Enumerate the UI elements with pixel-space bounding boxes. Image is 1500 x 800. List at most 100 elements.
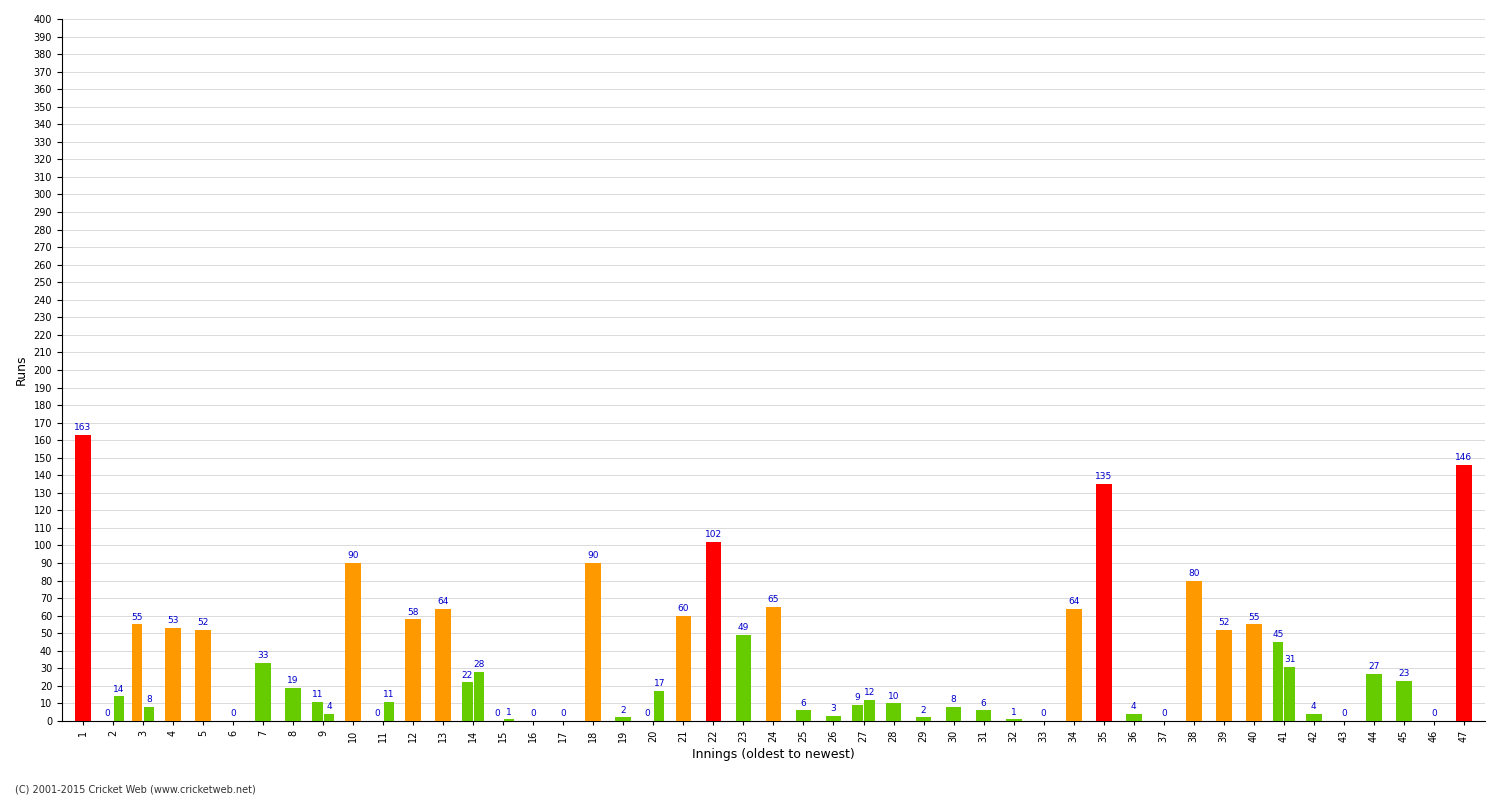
Text: 17: 17	[654, 679, 664, 689]
Text: 4: 4	[1131, 702, 1137, 711]
Bar	[735, 635, 752, 721]
Text: 60: 60	[678, 604, 688, 613]
Bar	[114, 696, 125, 721]
Bar	[1066, 609, 1082, 721]
Bar	[255, 663, 272, 721]
Text: 9: 9	[855, 694, 861, 702]
Text: 22: 22	[462, 670, 472, 680]
Bar	[165, 628, 182, 721]
Text: 31: 31	[1284, 655, 1296, 664]
Bar	[915, 718, 932, 721]
Text: 0: 0	[561, 710, 566, 718]
Text: 52: 52	[198, 618, 208, 627]
Bar	[345, 563, 362, 721]
Text: 23: 23	[1398, 669, 1410, 678]
Text: 33: 33	[258, 651, 268, 660]
Text: 163: 163	[75, 423, 92, 432]
Bar	[324, 714, 334, 721]
Bar	[615, 718, 632, 721]
Text: 90: 90	[588, 551, 598, 560]
Bar	[132, 625, 142, 721]
Bar	[852, 705, 862, 721]
Text: 45: 45	[1272, 630, 1284, 639]
Bar	[585, 563, 602, 721]
Bar	[504, 719, 515, 721]
Text: 14: 14	[112, 685, 125, 694]
Bar	[405, 619, 422, 721]
Text: 19: 19	[288, 676, 298, 685]
Text: 4: 4	[1311, 702, 1317, 711]
Bar	[765, 607, 782, 721]
Bar	[312, 702, 322, 721]
Text: 8: 8	[951, 695, 957, 704]
Bar	[1366, 674, 1382, 721]
Bar	[654, 691, 664, 721]
Text: 0: 0	[495, 710, 501, 718]
Text: 0: 0	[531, 710, 536, 718]
Text: 58: 58	[408, 607, 419, 617]
Bar	[675, 616, 692, 721]
Text: 55: 55	[1248, 613, 1260, 622]
Bar	[1456, 465, 1472, 721]
Text: 10: 10	[888, 692, 900, 701]
Text: 6: 6	[981, 698, 987, 708]
Text: 90: 90	[348, 551, 358, 560]
Bar	[1272, 642, 1282, 721]
Text: 4: 4	[326, 702, 332, 711]
Bar	[705, 542, 722, 721]
Bar	[462, 682, 472, 721]
Text: 6: 6	[801, 698, 807, 708]
Text: 52: 52	[1218, 618, 1230, 627]
Text: 49: 49	[738, 623, 748, 632]
Text: 12: 12	[864, 688, 874, 698]
Text: 55: 55	[132, 613, 142, 622]
Text: 1: 1	[1011, 707, 1017, 717]
Bar	[864, 700, 874, 721]
Bar	[1216, 630, 1231, 721]
Text: 2: 2	[621, 706, 626, 714]
Text: 135: 135	[1095, 472, 1113, 482]
Y-axis label: Runs: Runs	[15, 354, 28, 386]
Text: 64: 64	[438, 597, 448, 606]
Bar	[1126, 714, 1142, 721]
Bar	[144, 707, 154, 721]
Bar	[975, 710, 992, 721]
Text: 28: 28	[474, 660, 484, 669]
Text: 0: 0	[375, 710, 380, 718]
X-axis label: Innings (oldest to newest): Innings (oldest to newest)	[692, 748, 855, 761]
Bar	[195, 630, 211, 721]
Text: (C) 2001-2015 Cricket Web (www.cricketweb.net): (C) 2001-2015 Cricket Web (www.cricketwe…	[15, 784, 255, 794]
Text: 0: 0	[1161, 710, 1167, 718]
Text: 27: 27	[1368, 662, 1380, 671]
Text: 0: 0	[645, 710, 651, 718]
Bar	[285, 687, 302, 721]
Text: 8: 8	[146, 695, 152, 704]
Text: 3: 3	[831, 704, 837, 713]
Bar	[75, 435, 92, 721]
Text: 146: 146	[1455, 453, 1473, 462]
Bar	[1007, 719, 1022, 721]
Text: 64: 64	[1068, 597, 1080, 606]
Text: 0: 0	[1341, 710, 1347, 718]
Bar	[1396, 681, 1411, 721]
Text: 11: 11	[312, 690, 322, 699]
Bar	[1096, 484, 1112, 721]
Bar	[945, 707, 962, 721]
Bar	[1246, 625, 1262, 721]
Text: 1: 1	[506, 707, 512, 717]
Text: 80: 80	[1188, 569, 1200, 578]
Bar	[1284, 666, 1294, 721]
Text: 0: 0	[104, 710, 110, 718]
Text: 53: 53	[166, 616, 178, 626]
Bar	[795, 710, 812, 721]
Bar	[435, 609, 451, 721]
Text: 11: 11	[384, 690, 394, 699]
Bar	[1306, 714, 1322, 721]
Text: 0: 0	[230, 710, 236, 718]
Text: 102: 102	[705, 530, 722, 539]
Text: 0: 0	[1431, 710, 1437, 718]
Bar	[384, 702, 394, 721]
Bar	[474, 672, 484, 721]
Bar	[1186, 581, 1202, 721]
Text: 65: 65	[768, 595, 778, 604]
